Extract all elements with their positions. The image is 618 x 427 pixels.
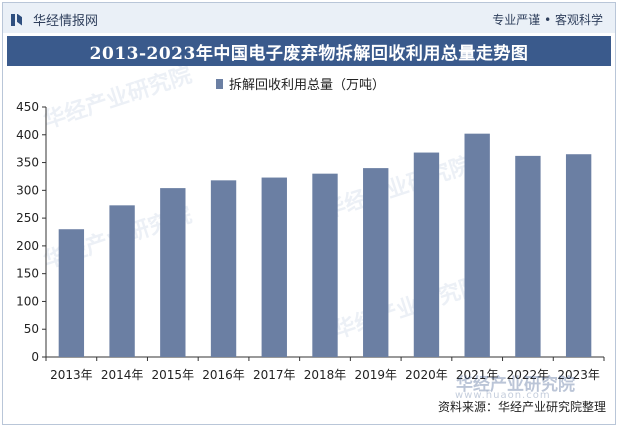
y-tick-label: 50 — [24, 322, 39, 336]
bar — [58, 229, 85, 357]
y-tick-label: 100 — [16, 294, 39, 308]
brand-logo-icon — [11, 13, 23, 27]
brand: 华经情报网 — [11, 10, 98, 29]
legend-label: 拆解回收利用总量（万吨） — [229, 78, 385, 93]
watermark-url: www.huaon.com — [455, 390, 551, 401]
title-bar: 2013-2023年中国电子废弃物拆解回收利用总量走势图 — [7, 36, 611, 66]
chart-title: 2013-2023年中国电子废弃物拆解回收利用总量走势图 — [89, 43, 529, 64]
y-axis: 0 50 100 150 200 250 300 350 400 450 — [16, 100, 47, 364]
x-tick-label: 2013年 — [50, 368, 93, 382]
x-tick-label: 2020年 — [405, 368, 448, 382]
x-tick-label: 2021年 — [456, 368, 499, 382]
bar — [210, 180, 237, 357]
x-tick-label: 2023年 — [557, 368, 600, 382]
x-tick-label: 2017年 — [253, 368, 296, 382]
y-tick-label: 150 — [16, 267, 39, 281]
y-tick-label: 250 — [16, 211, 39, 225]
brand-name: 华经情报网 — [33, 14, 99, 29]
y-tick-label: 300 — [16, 183, 39, 197]
x-tick-label: 2015年 — [152, 368, 195, 382]
bar — [413, 152, 440, 357]
y-tick-label: 400 — [16, 128, 39, 142]
x-axis: 2013年 2014年 2015年 2016年 2017年 2018年 2019年 2020年… — [45, 356, 605, 382]
bars — [58, 133, 592, 357]
bar — [565, 154, 592, 357]
bar — [515, 155, 541, 357]
y-tick-label: 350 — [16, 156, 39, 170]
legend-swatch — [216, 79, 223, 89]
x-tick-label: 2018年 — [304, 368, 347, 382]
x-tick-label: 2016年 — [202, 368, 245, 382]
x-tick-label: 2019年 — [354, 368, 397, 382]
bar — [312, 173, 338, 357]
watermark-logo: 华经产业研究院 — [456, 375, 575, 395]
legend: 拆解回收利用总量（万吨） — [216, 78, 385, 93]
bar — [261, 177, 287, 357]
slogan: 专业严谨 • 客观科学 — [492, 13, 603, 27]
y-tick-label: 450 — [16, 100, 39, 114]
x-tick-label: 2022年 — [507, 368, 550, 382]
source-note: 资料来源：华经产业研究院整理 — [437, 400, 606, 414]
top-bar: 华经情报网 专业严谨 • 客观科学 — [3, 3, 615, 33]
bar — [160, 188, 186, 357]
bar — [109, 205, 135, 357]
y-tick-label: 0 — [31, 350, 39, 364]
bar — [464, 133, 490, 357]
x-tick-label: 2014年 — [101, 368, 144, 382]
bar — [363, 168, 389, 357]
y-tick-label: 200 — [16, 239, 39, 253]
